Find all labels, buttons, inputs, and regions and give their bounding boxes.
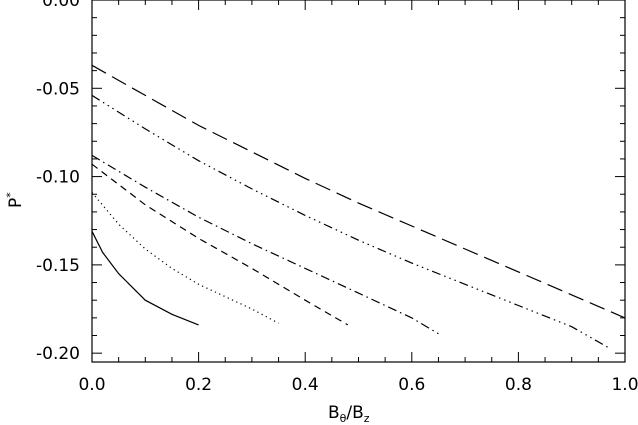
x-tick-label: 0.2 (185, 375, 212, 395)
series-line-long-dash (91, 64, 626, 319)
axis-ticks (91, 0, 626, 362)
x-axis-title: Bθ/Bz (328, 403, 370, 425)
x-tick-label: 1.0 (611, 375, 638, 395)
x-tick-label: 0.4 (292, 375, 319, 395)
x-tick-labels: 0.0 0.2 0.4 0.6 0.8 1.0 (78, 375, 638, 395)
y-tick-label: -0.05 (36, 79, 80, 99)
series-lines (91, 64, 626, 349)
y-tick-label: -0.10 (36, 168, 80, 188)
y-tick-label: 0.00 (42, 0, 80, 11)
y-tick-label: -0.20 (36, 344, 80, 364)
x-tick-label: 0.0 (78, 375, 105, 395)
series-line-dash-dot (91, 154, 439, 335)
x-tick-label: 0.6 (398, 375, 425, 395)
y-tick-labels: 0.00 -0.05 -0.10 -0.15 -0.20 (36, 0, 80, 364)
x-tick-label: 0.8 (505, 375, 532, 395)
series-line-dotted (91, 192, 279, 324)
y-axis-title: P* (4, 192, 26, 208)
y-tick-label: -0.15 (36, 256, 80, 276)
series-line-dash-dot-dot-dot (91, 94, 610, 349)
series-line-dashed (91, 163, 349, 326)
series-line-solid (91, 231, 199, 326)
plot-frame (91, 0, 626, 363)
